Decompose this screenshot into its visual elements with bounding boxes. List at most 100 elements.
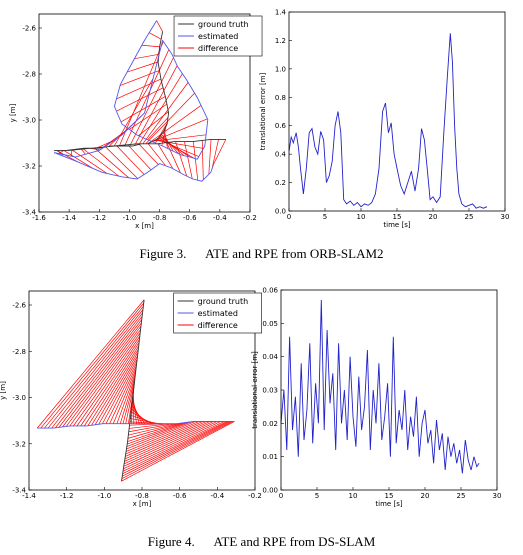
difference-line [80,339,140,427]
y-tick-label: 0.02 [262,420,278,428]
plot-frame [288,11,506,212]
difference-line [124,49,170,147]
series-line-estimated [53,20,215,182]
chart-rpe_ds: 0 5 10 15 20 25 30 0.00 0.01 0.02 0.03 0.04 0.05 0.06… [251,287,501,509]
x-tick-label: 15 [393,213,402,221]
y-tick-label: 0.05 [262,320,278,328]
difference-line [129,57,174,147]
plot-frame [38,13,251,213]
series-line-estimated [37,421,235,429]
difference-line [94,352,139,425]
x-tick-label: -0.8 [135,492,149,500]
difference-line [121,421,235,482]
y-axis-label: y [m] [9,103,17,122]
difference-line [44,306,144,429]
difference-line [152,134,207,142]
x-tick-label: 30 [501,213,510,221]
difference-line [94,147,130,179]
difference-line [127,421,189,445]
difference-line [63,150,93,169]
difference-line [76,335,141,427]
y-tick-label: -3.2 [12,440,26,448]
y-tick-label: 0.06 [262,287,278,295]
difference-line [116,145,145,175]
chart-rpe_orb: 0 5 10 15 20 25 30 0.0 0.2 0.4 0.6 0.8 1.0 1.2 1.4 time… [259,9,509,230]
difference-line [125,421,203,455]
difference-line [192,141,199,181]
y-tick-label: 0.6 [275,122,287,130]
x-tick-label: -0.8 [153,214,167,222]
difference-line [127,61,159,73]
difference-line [72,149,108,174]
difference-line [148,105,202,144]
difference-line [129,423,171,429]
difference-line [58,150,65,154]
difference-line [138,143,159,165]
difference-line [109,365,137,424]
series-line-error [288,33,488,209]
y-tick-label: 0.0 [275,208,286,216]
x-tick-label: 30 [493,492,502,500]
difference-line [96,140,114,149]
difference-line [145,92,195,145]
y-tick-label: -3.4 [22,209,36,217]
difference-line [119,70,160,86]
x-tick-label: 20 [429,213,438,221]
difference-line [124,421,214,462]
x-axis-label: time [s] [375,500,402,508]
y-tick-label: -2.8 [22,71,36,79]
difference-line [127,144,152,171]
difference-line [91,349,139,426]
y-tick-label: 0.8 [275,94,286,102]
x-tick-label: -1.4 [22,492,36,500]
x-tick-label: -0.6 [183,214,197,222]
difference-line [51,312,143,429]
difference-line [166,142,181,173]
difference-line [55,316,143,429]
difference-line [128,423,178,436]
difference-line [141,44,160,48]
y-axis-label: y [m] [0,381,7,400]
y-tick-label: 0.4 [275,151,287,159]
difference-line [123,421,225,470]
difference-line [128,423,174,433]
difference-line [119,41,164,147]
y-tick-label: 0.2 [275,179,286,187]
difference-line [122,421,228,472]
x-tick-label: 25 [465,213,474,221]
difference-line [149,32,162,40]
y-tick-label: 0.00 [262,487,278,495]
x-tick-label: 25 [457,492,466,500]
x-tick-label: -0.4 [213,214,227,222]
x-tick-label: 20 [421,492,430,500]
x-tick-label: 0 [287,213,291,221]
difference-line [126,421,196,450]
difference-line [112,368,137,424]
x-tick-label: 0 [279,492,283,500]
y-tick-label: -2.6 [12,302,26,310]
chart-ate_ds: -1.4 -1.2 -1.0 -0.8 -0.6 -0.4 -0.2 -2.6 -2.8 -3.0… [0,290,262,508]
x-axis-label: x [m] [135,222,154,230]
difference-line [184,141,193,179]
figure3-caption: Figure 3. ATE and RPE from ORB-SLAM2 [139,246,384,261]
x-tick-label: 5 [323,213,327,221]
y-tick-label: -2.8 [12,348,26,356]
x-tick-label: -0.6 [173,492,187,500]
legend-label: estimated [198,309,238,318]
y-axis-label: translational error [m] [259,72,267,150]
difference-line [147,143,166,167]
difference-line [130,418,160,425]
difference-line [150,118,208,143]
y-tick-label: -3.0 [22,117,36,125]
difference-line [122,421,231,477]
chart-ate_orb: -1.6 -1.4 -1.2 -1.0 -0.8 -0.6 -0.4 -0.2 -2.6 -2.8… [9,13,263,230]
difference-line [201,140,204,180]
difference-line [105,362,138,424]
x-tick-label: -0.4 [210,492,224,500]
x-tick-label: -1.2 [60,492,74,500]
difference-line [119,375,136,424]
difference-line [208,139,212,175]
difference-line [116,87,164,112]
series-line-error [280,299,480,474]
